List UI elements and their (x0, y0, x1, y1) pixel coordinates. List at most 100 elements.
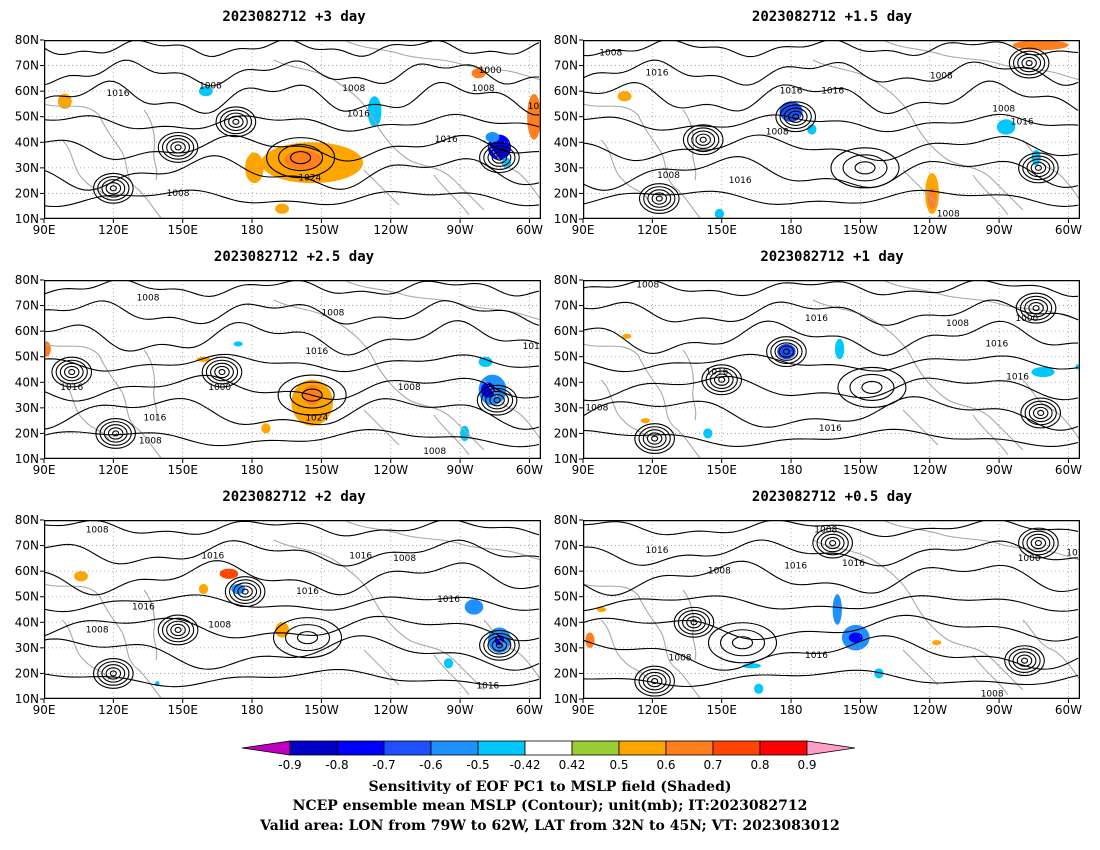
panel-title: 2023082712 +1 day (760, 249, 904, 265)
isobar (583, 353, 1079, 373)
x-tick-label: 150W (843, 703, 878, 717)
coastline (812, 299, 1024, 451)
y-tick-label: 60N (554, 564, 578, 578)
colorbar-tick-label: -0.7 (372, 758, 395, 772)
coastline (44, 583, 163, 699)
y-tick-label: 70N (554, 59, 578, 73)
y-tick-label: 10N (554, 452, 578, 466)
isobar (583, 134, 1079, 162)
axes: 90E 120E 150E 180 150W 120W 90W 60W 80N 70N 60N 50N… (554, 513, 1082, 717)
coastline (1022, 619, 1080, 681)
plot-frame (583, 520, 1080, 699)
high-center (277, 374, 347, 416)
contour-label: 1008 (423, 447, 446, 457)
colorbar-swatch (430, 740, 479, 756)
x-tick-label: 150W (843, 223, 878, 237)
contour-label: 1000 (1015, 314, 1038, 324)
high-center (707, 622, 778, 664)
colorbar-tick-label: 0.6 (656, 758, 675, 772)
colorbar-max-arrow (806, 740, 856, 756)
isobar (583, 595, 1079, 612)
colorbar-tick-label: -0.9 (278, 758, 301, 772)
low-center (201, 356, 243, 388)
y-tick-label: 70N (554, 299, 578, 313)
y-tick-label: 50N (15, 110, 39, 124)
colorbar-tick-label: -0.5 (466, 758, 489, 772)
contour-label: 1000 (479, 66, 502, 76)
y-tick-label: 10N (554, 692, 578, 706)
plot-frame (44, 520, 541, 699)
sensitivity-patch (443, 658, 454, 669)
contour-label: 1008 (393, 554, 416, 564)
contour-label: 1008 (585, 403, 608, 413)
y-tick-label: 50N (554, 110, 578, 124)
isobar (44, 113, 540, 132)
contour-label: 1008 (398, 383, 421, 393)
isobar (44, 520, 540, 537)
panel-title: 2023082712 +2.5 day (214, 249, 375, 265)
contour-label: 1016 (144, 414, 167, 424)
high-center (830, 147, 900, 189)
sensitivity-patch (261, 423, 271, 434)
contour-label: 1016 (729, 176, 752, 186)
isobar (583, 520, 1079, 538)
coastline (363, 409, 400, 446)
y-tick-label: 30N (554, 641, 578, 655)
colorbar-swatch (383, 740, 432, 756)
colorbar-tick-label: 0.8 (750, 758, 769, 772)
coastline (433, 174, 470, 216)
y-tick-label: 10N (15, 212, 39, 226)
panel-title: 2023082712 +3 day (222, 9, 366, 25)
colorbar-swatch (618, 740, 667, 756)
contour-label: 1016 (60, 383, 83, 393)
isobar (44, 280, 540, 297)
isobar (44, 155, 540, 191)
contour-label: 1016 (347, 110, 370, 120)
isobar (583, 375, 1079, 402)
coastline (882, 40, 1080, 81)
low-center (1018, 152, 1059, 184)
isobar (44, 615, 540, 642)
colorbar-tick-label: 0.42 (559, 758, 586, 772)
y-tick-label: 40N (554, 615, 578, 629)
low-center (1015, 292, 1057, 324)
contour-label: 1008 (766, 128, 789, 138)
coastline (682, 589, 697, 661)
coastline (682, 349, 697, 421)
low-center (215, 106, 257, 138)
contour-label: 1016 (784, 562, 807, 572)
sensitivity-patch (233, 341, 243, 347)
low-center (1018, 527, 1059, 559)
y-tick-label: 10N (15, 692, 39, 706)
x-tick-label: 90W (986, 703, 1013, 717)
x-tick-label: 60W (516, 703, 543, 717)
y-tick-label: 20N (15, 426, 39, 440)
contour-label: 1008 (139, 437, 162, 447)
low-center (634, 665, 676, 697)
isobar (583, 113, 1079, 133)
y-tick-label: 20N (554, 666, 578, 680)
contour-label: 1008 (636, 281, 659, 291)
contour-label: 1008 (930, 71, 953, 81)
isobar (583, 560, 1079, 596)
isobar (44, 539, 540, 567)
low-center (476, 384, 518, 416)
colorbar-swatch (571, 740, 620, 756)
x-tick-label: 180 (780, 703, 803, 717)
contour-label: 1008 (981, 689, 1004, 699)
map-area: 1008 1016 1016 1008 1016 1016 1008 1008 1016 1016 (44, 520, 541, 699)
isobar (44, 635, 540, 671)
y-tick-label: 80N (554, 513, 578, 527)
coastline (483, 139, 541, 201)
sensitivity-patch (284, 149, 322, 171)
map-area: 1008 1016 1008 1000 1016 1016 1016 1008 1016 (583, 280, 1080, 459)
contour-label: 1008 (199, 82, 222, 92)
contour-label: 1016 (305, 347, 328, 357)
colorbar-swatch (712, 740, 761, 756)
y-tick-label: 20N (15, 186, 39, 200)
low-center (634, 423, 676, 454)
sensitivity-patch (996, 119, 1016, 135)
sensitivity-patch (74, 571, 88, 582)
coastline (483, 379, 541, 441)
